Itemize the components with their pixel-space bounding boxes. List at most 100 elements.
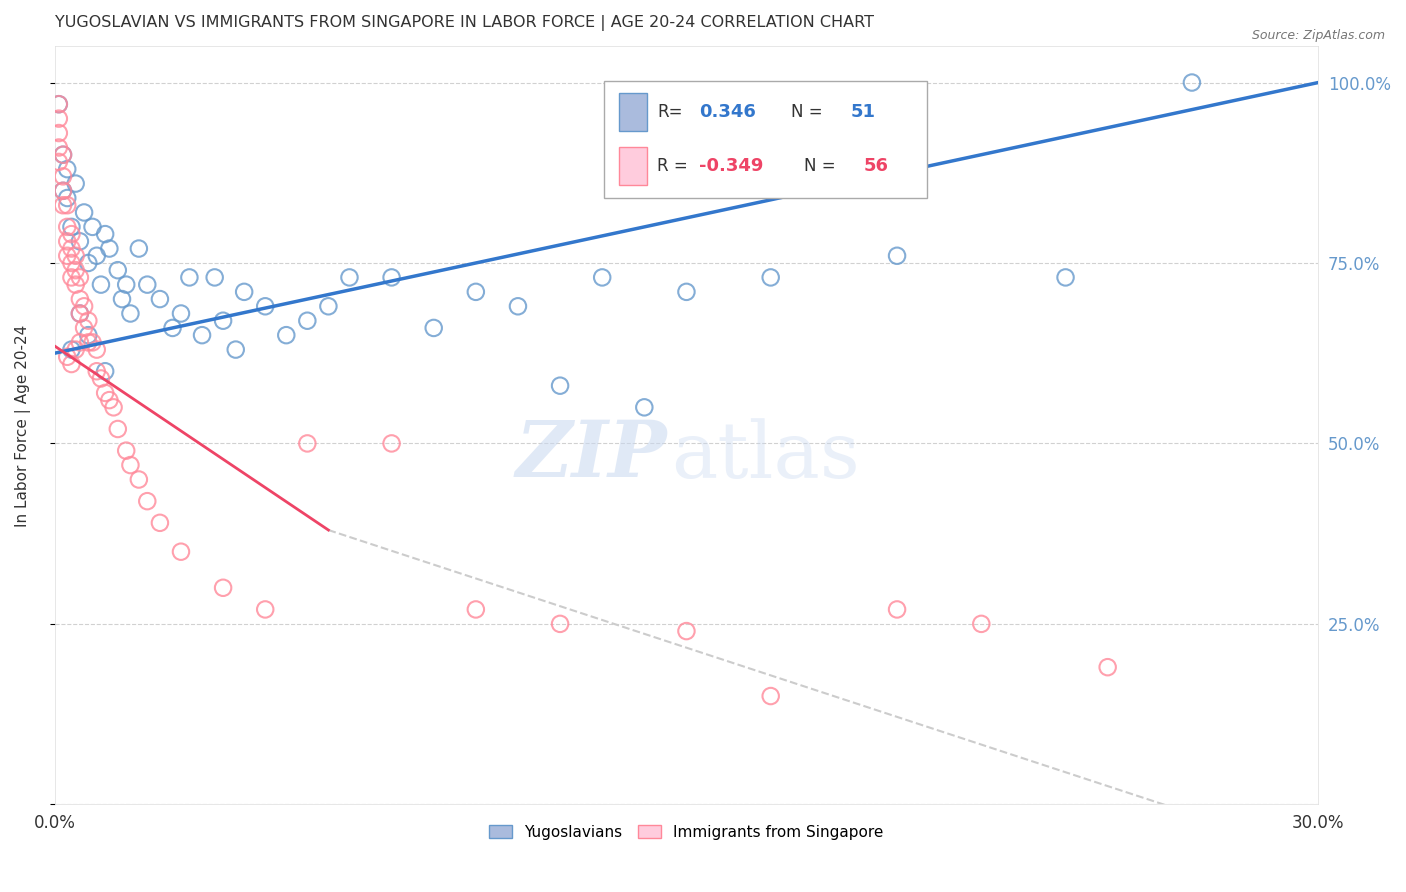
Point <box>149 292 172 306</box>
Point <box>98 393 121 408</box>
Point <box>120 306 142 320</box>
Point <box>886 249 908 263</box>
Point <box>52 169 75 184</box>
Point <box>464 602 486 616</box>
Point <box>82 335 104 350</box>
Text: 51: 51 <box>851 103 876 121</box>
Point <box>136 277 159 292</box>
Point <box>52 198 75 212</box>
Text: 0.346: 0.346 <box>699 103 756 121</box>
Point <box>60 242 83 256</box>
Point <box>69 335 91 350</box>
Point <box>56 350 79 364</box>
Text: 56: 56 <box>863 157 889 176</box>
Point <box>675 285 697 299</box>
Point <box>759 270 782 285</box>
Point <box>225 343 247 357</box>
Point <box>52 184 75 198</box>
Y-axis label: In Labor Force | Age 20-24: In Labor Force | Age 20-24 <box>15 325 31 526</box>
Point <box>422 321 444 335</box>
Point <box>69 270 91 285</box>
Point <box>48 97 70 112</box>
Text: YUGOSLAVIAN VS IMMIGRANTS FROM SINGAPORE IN LABOR FORCE | AGE 20-24 CORRELATION : YUGOSLAVIAN VS IMMIGRANTS FROM SINGAPORE… <box>55 15 873 31</box>
Point <box>107 422 129 436</box>
Point <box>115 277 138 292</box>
Point <box>69 235 91 249</box>
Point <box>149 516 172 530</box>
Point <box>56 219 79 234</box>
Point <box>318 299 340 313</box>
Point <box>675 624 697 638</box>
Point <box>48 112 70 126</box>
Text: N =: N = <box>792 103 823 121</box>
Point <box>548 616 571 631</box>
Point <box>254 299 277 313</box>
Point <box>103 401 125 415</box>
Text: -0.349: -0.349 <box>699 157 763 176</box>
Point <box>1054 270 1077 285</box>
Point <box>339 270 361 285</box>
Point <box>82 219 104 234</box>
Point <box>77 314 100 328</box>
Point <box>591 270 613 285</box>
Point <box>69 306 91 320</box>
Point <box>759 689 782 703</box>
Point <box>98 242 121 256</box>
Point <box>60 219 83 234</box>
Text: R=: R= <box>658 103 683 121</box>
Text: ZIP: ZIP <box>516 417 668 494</box>
Point <box>65 263 87 277</box>
Point <box>52 147 75 161</box>
Point <box>60 270 83 285</box>
Point <box>48 140 70 154</box>
Point <box>191 328 214 343</box>
Point <box>86 343 108 357</box>
Point <box>56 191 79 205</box>
Text: N =: N = <box>804 157 835 176</box>
Point <box>86 249 108 263</box>
Point <box>1181 76 1204 90</box>
Point <box>90 277 112 292</box>
Point <box>1097 660 1119 674</box>
Point <box>111 292 134 306</box>
Point <box>212 314 235 328</box>
Text: Source: ZipAtlas.com: Source: ZipAtlas.com <box>1251 29 1385 42</box>
Bar <box>620 147 647 186</box>
Point <box>69 306 91 320</box>
Point <box>94 385 117 400</box>
Point <box>52 147 75 161</box>
Point <box>60 343 83 357</box>
Point <box>381 436 404 450</box>
Point <box>115 443 138 458</box>
Point <box>77 335 100 350</box>
Point <box>60 256 83 270</box>
Point <box>56 235 79 249</box>
Text: R =: R = <box>658 157 688 176</box>
Point <box>60 357 83 371</box>
Point <box>170 544 193 558</box>
Point <box>886 602 908 616</box>
Point <box>90 371 112 385</box>
Point <box>73 299 96 313</box>
Point <box>94 364 117 378</box>
Point <box>162 321 184 335</box>
Point <box>633 401 655 415</box>
Point <box>464 285 486 299</box>
Point <box>276 328 298 343</box>
Point <box>86 364 108 378</box>
Point <box>77 256 100 270</box>
Point <box>128 242 150 256</box>
Point <box>60 227 83 241</box>
Point <box>212 581 235 595</box>
Point <box>73 321 96 335</box>
Point <box>56 162 79 177</box>
Point <box>65 177 87 191</box>
Point <box>204 270 226 285</box>
Point <box>297 436 319 450</box>
Point <box>233 285 256 299</box>
Point <box>65 343 87 357</box>
Point <box>120 458 142 472</box>
Point <box>65 277 87 292</box>
Point <box>136 494 159 508</box>
Point <box>128 473 150 487</box>
